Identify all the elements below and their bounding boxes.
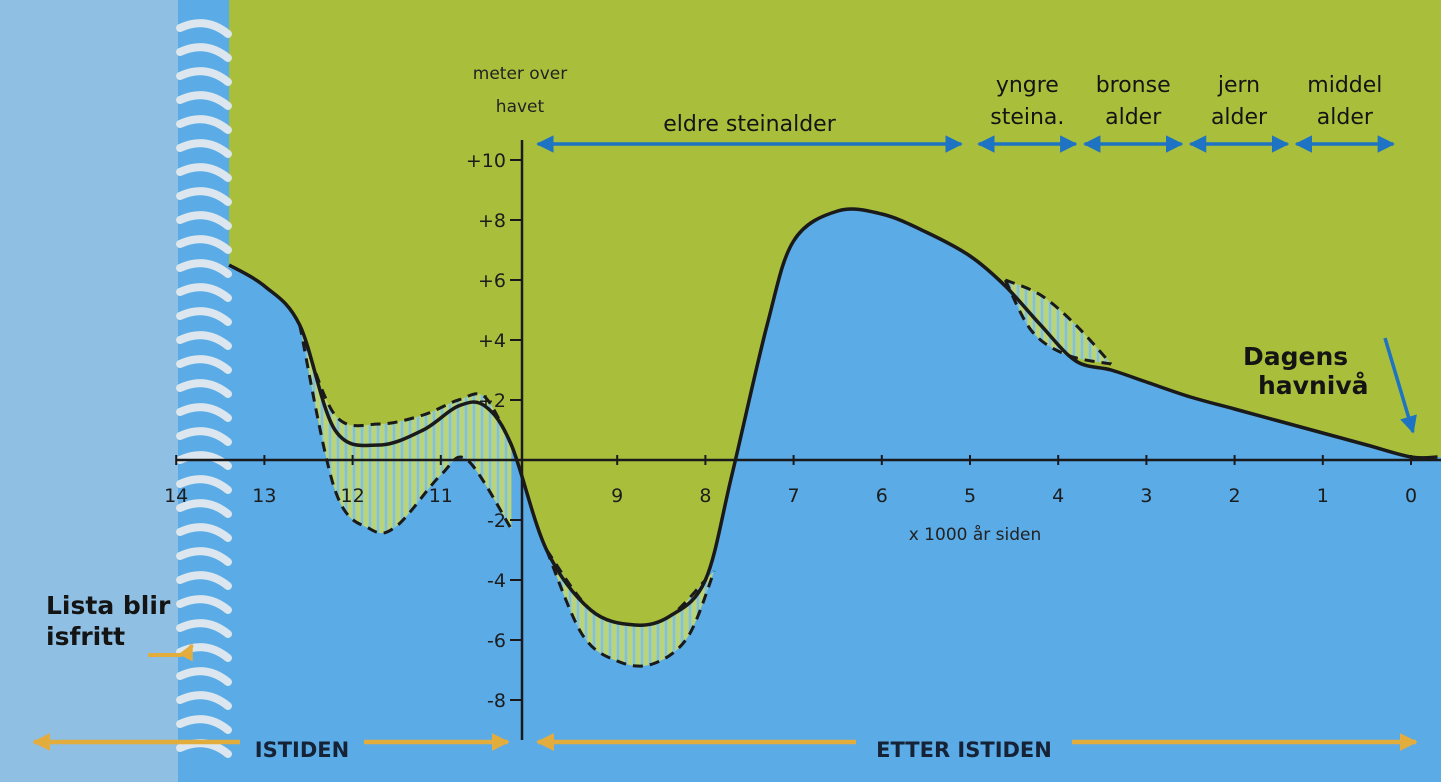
x-tick-label: 11 xyxy=(429,485,453,507)
ice-wave xyxy=(176,19,232,38)
ice-wave xyxy=(176,139,232,158)
x-tick-label: 5 xyxy=(964,485,976,507)
ice-wave xyxy=(176,451,232,470)
annotation-lista-line2: isfritt xyxy=(46,622,125,651)
ice-wave xyxy=(176,619,232,638)
ice-wave xyxy=(176,43,232,62)
y-tick-label: +8 xyxy=(478,210,506,232)
land-area xyxy=(229,0,1441,626)
ice-wave xyxy=(176,379,232,398)
ice-wave xyxy=(176,163,232,182)
x-tick-label: 14 xyxy=(164,485,188,507)
ice-wave xyxy=(176,523,232,542)
band-lower-outline xyxy=(545,549,716,668)
period-label: middel xyxy=(1307,73,1382,98)
uncertainty-band-2 xyxy=(546,550,715,667)
uncertainty-band-3 xyxy=(1005,280,1112,364)
period-label: bronse xyxy=(1096,73,1171,98)
x-tick-label: 6 xyxy=(876,485,888,507)
era-label: ISTIDEN xyxy=(255,738,349,762)
x-tick-label: 8 xyxy=(699,485,711,507)
ice-wave xyxy=(176,331,232,350)
y-tick-label: -2 xyxy=(487,510,506,532)
period-label: eldre steinalder xyxy=(663,112,836,137)
ice-wave xyxy=(176,475,232,494)
ice-wave xyxy=(176,403,232,422)
period-label: alder xyxy=(1105,105,1162,130)
band-upper-outline xyxy=(545,549,707,627)
era-label: ETTER ISTIDEN xyxy=(876,738,1052,762)
ice-wave xyxy=(176,499,232,518)
uncertainty-band-1 xyxy=(299,325,512,534)
y-tick-label: -8 xyxy=(487,690,506,712)
y-tick-label: +10 xyxy=(466,150,506,172)
y-tick-label: +4 xyxy=(478,330,506,352)
y-tick-labels: +10 +8 +6 +4 +2 -2 -4 -6 -8 xyxy=(466,150,522,712)
ice-wave xyxy=(176,211,232,230)
x-tick-label: 9 xyxy=(611,485,623,507)
ice-wave xyxy=(176,427,232,446)
x-tick-label: 0 xyxy=(1405,485,1417,507)
period-arrows: eldre steinalder yngre steina. bronse alder j… xyxy=(536,73,1396,153)
x-tick-labels: 14 13 12 11 9 8 7 6 5 4 3 2 1 0 xyxy=(164,455,1417,507)
era-arrows: ISTIDEN ETTER ISTIDEN xyxy=(32,733,1418,762)
band-upper-outline xyxy=(298,324,513,446)
ice-wave xyxy=(176,115,232,134)
x-axis-title: x 1000 år siden xyxy=(909,524,1042,545)
y-tick-label: -6 xyxy=(487,630,506,652)
annotation-dagens-line1: Dagens xyxy=(1243,342,1348,371)
annotation-dagens-line2: havnivå xyxy=(1258,371,1369,400)
ice-wave xyxy=(176,283,232,302)
ice-wave xyxy=(176,355,232,374)
x-tick-label: 4 xyxy=(1052,485,1064,507)
ice-wave xyxy=(176,235,232,254)
y-axis-title-line1: meter over xyxy=(473,64,567,84)
y-tick-label: -4 xyxy=(487,570,506,592)
x-tick-label: 2 xyxy=(1229,485,1241,507)
x-tick-label: 3 xyxy=(1140,485,1152,507)
band-lower-outline xyxy=(1003,279,1112,366)
y-tick-label: +2 xyxy=(478,390,506,412)
ice-wave xyxy=(176,547,232,566)
ice-wave xyxy=(176,667,232,686)
annotation-lista-line1: Lista blir xyxy=(46,591,171,620)
ice-wave xyxy=(176,571,232,590)
x-tick-label: 13 xyxy=(252,485,276,507)
annotation-lista: Lista blir isfritt xyxy=(46,591,194,662)
ice-wave xyxy=(176,595,232,614)
y-axis-title-line2: havet xyxy=(496,97,545,117)
ice-wave xyxy=(176,715,232,734)
y-tick-label: +6 xyxy=(478,270,506,292)
x-tick-label: 1 xyxy=(1317,485,1329,507)
period-label: alder xyxy=(1317,105,1374,130)
ice-wave xyxy=(176,691,232,710)
ice-wave xyxy=(176,259,232,278)
ice-wave xyxy=(176,187,232,206)
period-label: jern xyxy=(1217,73,1260,98)
annotation-dagens-arrow xyxy=(1383,337,1417,434)
ice-wave xyxy=(176,67,232,86)
band-upper-outline xyxy=(1004,278,1113,366)
uncertainty-bands xyxy=(299,280,1112,667)
period-label: steina. xyxy=(990,105,1064,130)
ice-wave xyxy=(176,307,232,326)
uncertainty-outlines xyxy=(298,278,1113,668)
annotation-lista-arrow xyxy=(148,643,194,662)
ice-edge xyxy=(0,0,232,782)
ice-wave xyxy=(176,91,232,110)
x-tick-label: 7 xyxy=(788,485,800,507)
period-label: alder xyxy=(1211,105,1268,130)
annotation-dagens: Dagens havnivå xyxy=(1243,337,1417,434)
period-label: yngre xyxy=(996,73,1059,98)
x-tick-label: 12 xyxy=(341,485,365,507)
sea-level-line xyxy=(228,207,1438,627)
